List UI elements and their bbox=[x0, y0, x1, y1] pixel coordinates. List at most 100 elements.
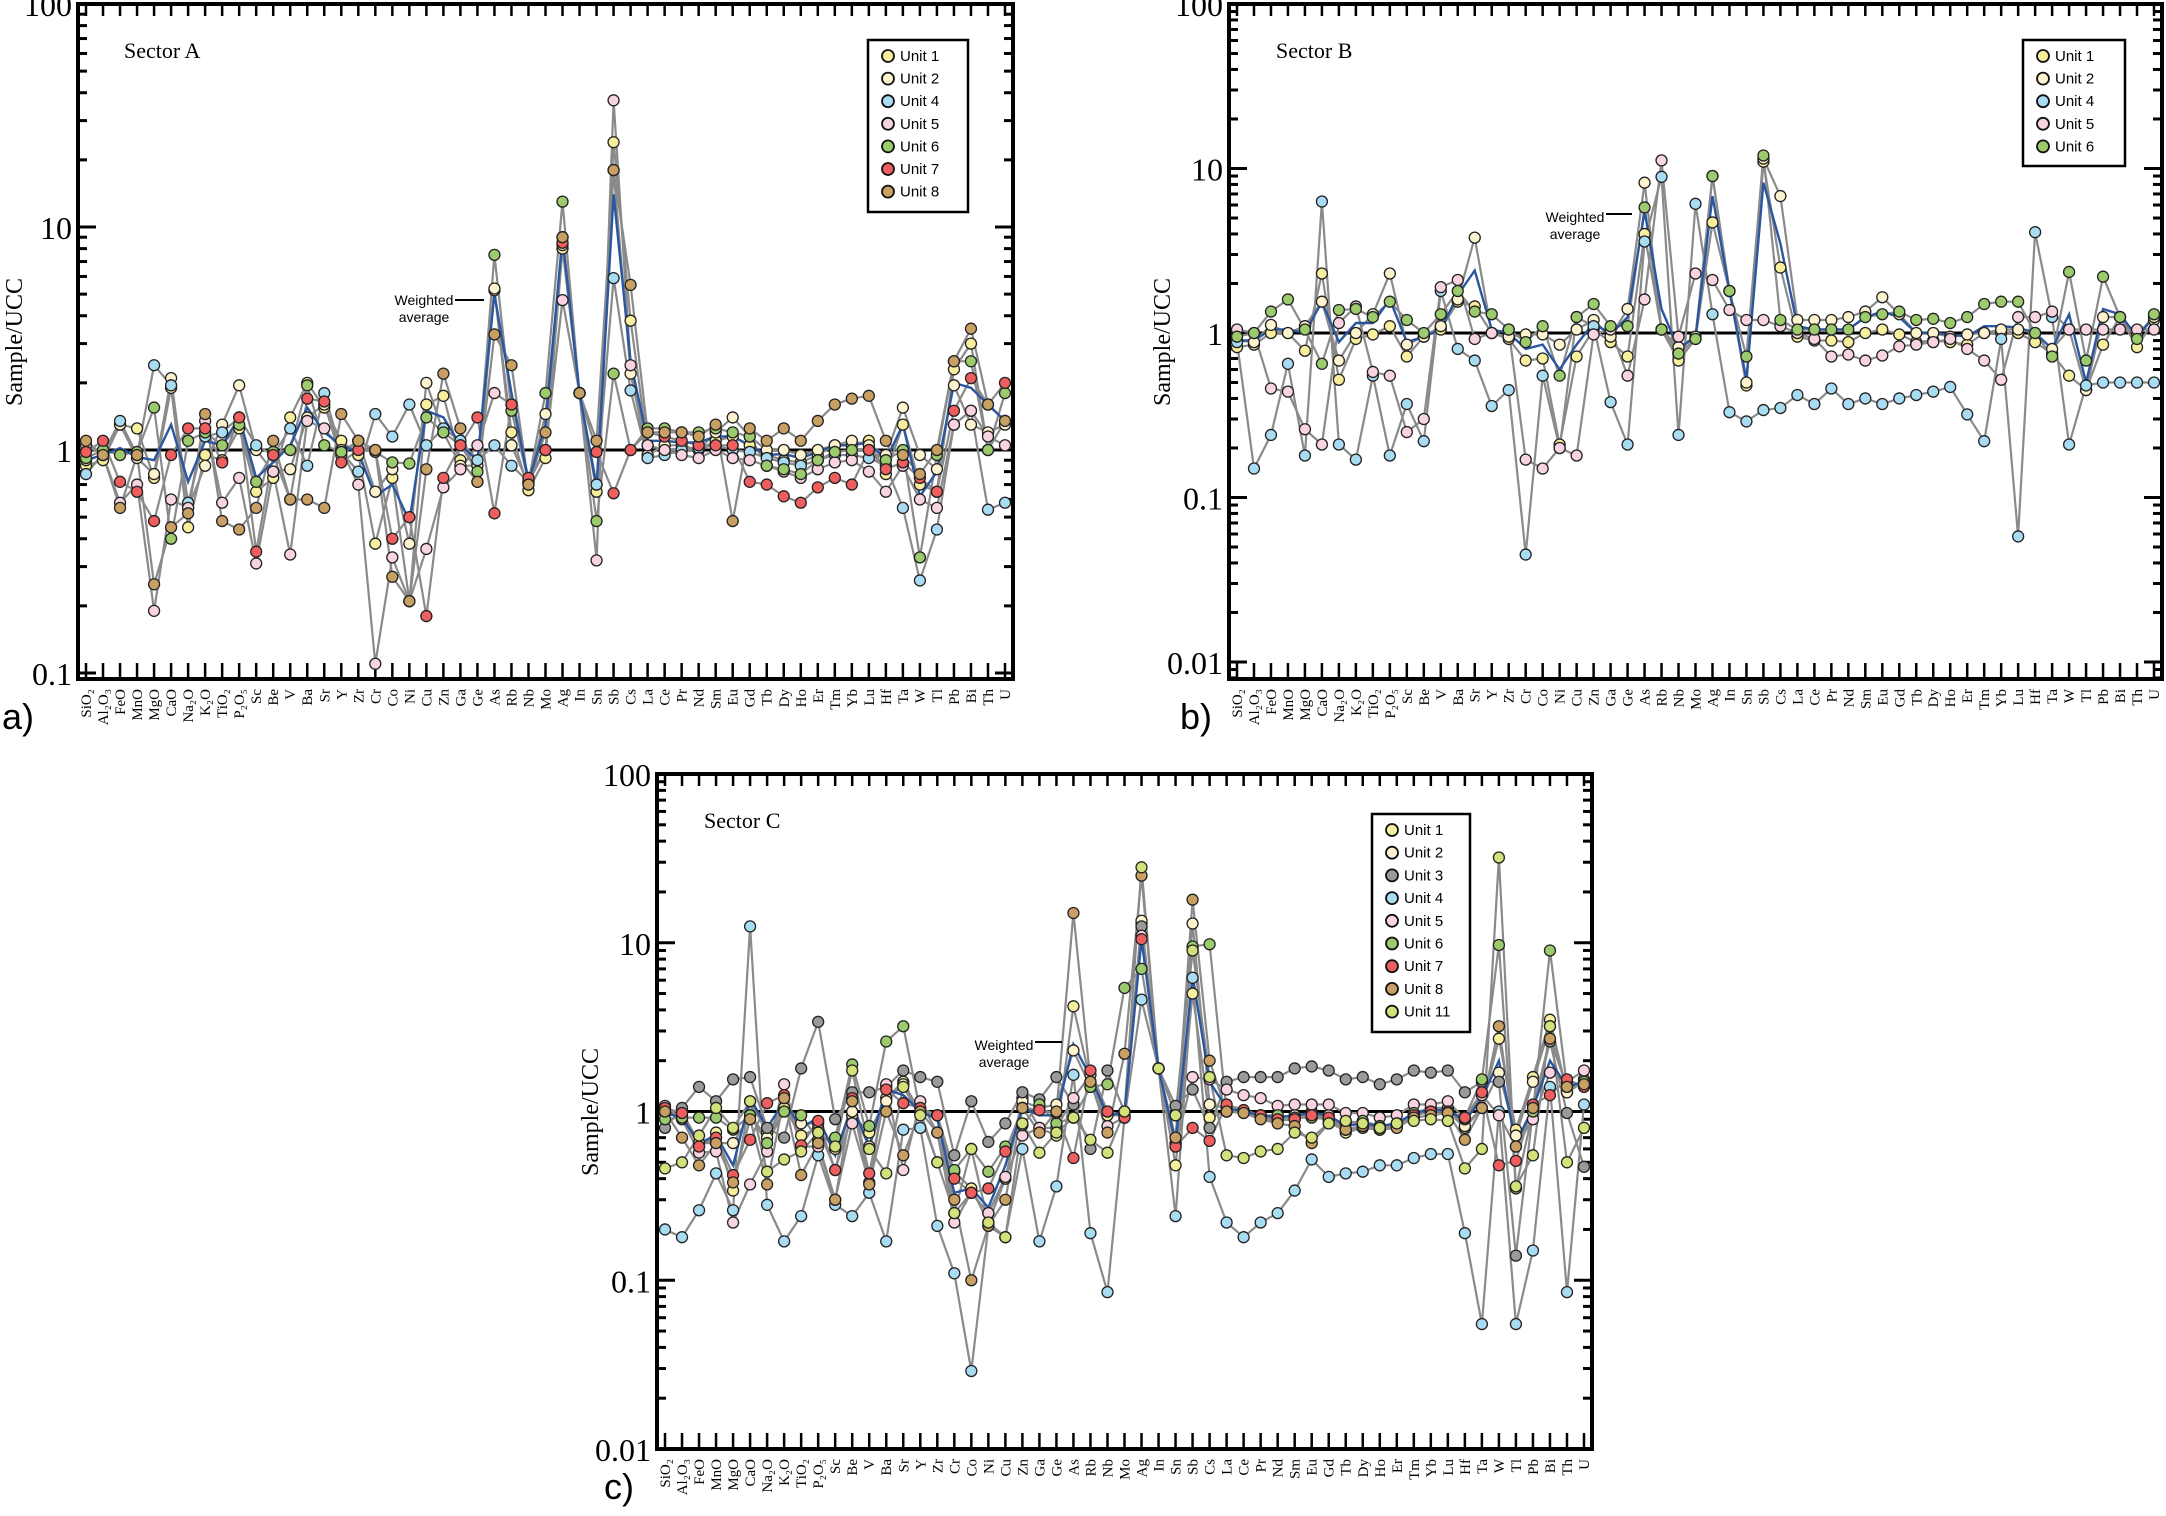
data-point bbox=[1305, 1060, 1318, 1073]
data-point bbox=[897, 1080, 910, 1093]
x-tick-label: FeO bbox=[1264, 689, 1280, 715]
data-point bbox=[454, 463, 467, 476]
x-tick-label: Th bbox=[981, 689, 997, 706]
data-point bbox=[1526, 1075, 1540, 1088]
data-point bbox=[794, 434, 807, 447]
data-point bbox=[1424, 1066, 1437, 1079]
data-point bbox=[760, 1198, 774, 1211]
data-point bbox=[1016, 1117, 1029, 1130]
data-point bbox=[233, 379, 246, 392]
data-point bbox=[777, 1078, 791, 1091]
data-point bbox=[1332, 316, 1346, 330]
data-point bbox=[1638, 201, 1651, 214]
y-tick-label: 100 bbox=[1175, 0, 1223, 23]
data-point bbox=[2079, 354, 2093, 367]
x-tick-label: Rb bbox=[1655, 689, 1671, 707]
data-point bbox=[726, 426, 739, 439]
data-point bbox=[1237, 1088, 1250, 1102]
x-tick-label: K₂O bbox=[777, 1459, 793, 1486]
data-point bbox=[1349, 326, 1363, 340]
x-tick-label: MgO bbox=[1298, 689, 1314, 721]
data-point bbox=[1655, 154, 1668, 167]
x-tick-label: Yb bbox=[845, 689, 861, 707]
x-tick-label: Pr bbox=[1824, 689, 1840, 702]
data-point bbox=[1468, 231, 1481, 244]
data-point bbox=[607, 136, 620, 149]
x-tick-label: Pr bbox=[675, 689, 691, 702]
weighted-average-annotation: average bbox=[399, 309, 450, 325]
legend-label: Unit 6 bbox=[1404, 936, 1443, 953]
data-point bbox=[692, 451, 705, 465]
data-point bbox=[420, 411, 433, 424]
data-point bbox=[1995, 373, 2008, 386]
data-point bbox=[726, 1121, 740, 1135]
x-tick-label: In bbox=[573, 689, 589, 702]
data-point bbox=[1383, 449, 1396, 462]
data-point bbox=[233, 523, 246, 536]
data-point bbox=[760, 459, 773, 472]
data-point bbox=[914, 1121, 927, 1135]
data-point bbox=[437, 367, 450, 380]
data-point bbox=[1084, 1064, 1097, 1077]
data-point bbox=[1315, 438, 1329, 451]
data-point bbox=[2011, 295, 2025, 308]
data-point bbox=[948, 1193, 961, 1206]
data-point bbox=[1220, 1083, 1233, 1096]
data-point bbox=[437, 426, 450, 439]
data-point bbox=[505, 439, 518, 452]
data-point bbox=[1186, 944, 1199, 957]
x-tick-label: Tl bbox=[1509, 1459, 1525, 1472]
data-point bbox=[726, 1073, 740, 1086]
data-point bbox=[1315, 295, 1329, 308]
x-tick-label: Co bbox=[385, 689, 401, 707]
x-tick-label: FeO bbox=[113, 689, 129, 715]
data-point bbox=[505, 398, 518, 411]
y-tick-label: 0.1 bbox=[611, 1263, 651, 1299]
data-point bbox=[1203, 1098, 1216, 1111]
data-point bbox=[471, 411, 484, 424]
data-point bbox=[2062, 265, 2076, 279]
x-tick-label: Y bbox=[913, 1459, 929, 1470]
x-tick-label: MnO bbox=[130, 689, 146, 721]
data-point bbox=[1050, 1126, 1063, 1139]
data-point bbox=[914, 1109, 927, 1122]
data-point bbox=[812, 1126, 825, 1139]
data-point bbox=[2130, 332, 2144, 346]
x-tick-label: Ni bbox=[981, 1459, 997, 1474]
data-point bbox=[2011, 310, 2025, 324]
data-point bbox=[369, 443, 382, 457]
data-point bbox=[335, 407, 348, 421]
x-tick-label: Gd bbox=[743, 689, 759, 708]
data-point bbox=[1237, 1151, 1250, 1165]
data-point bbox=[658, 426, 671, 439]
data-point bbox=[1356, 1165, 1369, 1178]
data-point bbox=[420, 609, 433, 623]
data-point bbox=[1842, 397, 1855, 411]
data-point bbox=[1740, 350, 1753, 363]
weighted-average-annotation: Weighted bbox=[1546, 209, 1605, 225]
y-tick-label: 0.01 bbox=[1167, 645, 1223, 681]
data-point bbox=[1740, 313, 1753, 327]
data-point bbox=[2011, 323, 2025, 336]
data-point bbox=[896, 501, 910, 515]
data-point bbox=[1468, 332, 1481, 346]
data-point bbox=[318, 439, 331, 452]
x-tick-label: Ag bbox=[1705, 689, 1721, 708]
data-point bbox=[624, 359, 637, 372]
x-tick-label: Dy bbox=[1356, 1459, 1372, 1478]
data-point bbox=[812, 1136, 825, 1150]
data-point bbox=[965, 1142, 978, 1156]
x-tick-label: Zn bbox=[436, 689, 452, 706]
data-point bbox=[556, 195, 569, 208]
x-tick-label: MgO bbox=[726, 1459, 742, 1491]
data-point bbox=[1526, 1244, 1540, 1257]
data-point bbox=[471, 465, 484, 478]
data-point bbox=[1492, 938, 1506, 952]
x-tick-label: Ta bbox=[896, 689, 912, 704]
data-point bbox=[250, 475, 263, 488]
x-tick-label: P₂O₅ bbox=[1383, 689, 1399, 719]
data-point bbox=[828, 445, 841, 459]
data-point bbox=[1774, 189, 1787, 203]
data-point bbox=[284, 443, 297, 457]
data-point bbox=[641, 426, 654, 439]
